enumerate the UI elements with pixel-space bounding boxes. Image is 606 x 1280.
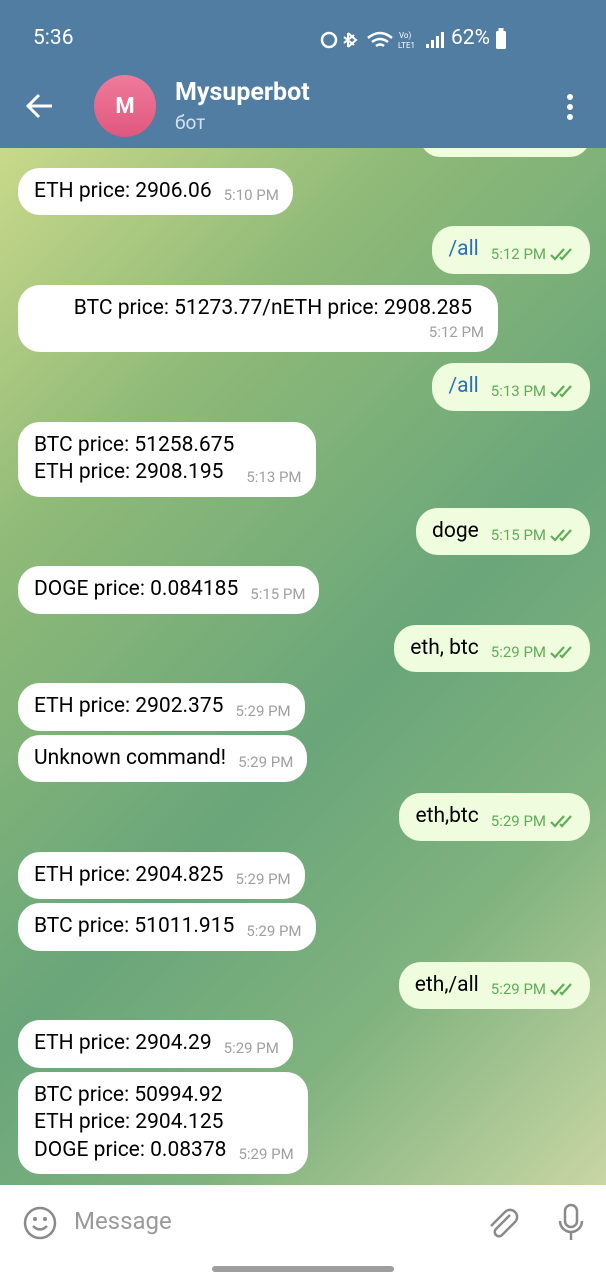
timestamp: 5:29 PM [235, 870, 291, 888]
chat-area: 5:10 PM ETH price: 2906.06 5:10 PM/all 5:12… [0, 148, 606, 1185]
volte: Vo) [399, 31, 411, 40]
message-time: 5:13 PM [491, 381, 576, 401]
message-time: 5:29 PM [491, 811, 576, 831]
chat-title[interactable]: Mysuperbot [175, 78, 310, 107]
message-time: 5:29 PM [238, 1144, 293, 1164]
timestamp: 5:29 PM [238, 753, 294, 771]
input-bar: Message [0, 1185, 606, 1280]
timestamp: 5:29 PM [246, 921, 302, 940]
message-text: ETH price: 2902.375 [34, 694, 224, 718]
header: 5:36 Vo) LTE1 62% M Mysuperbot бот [0, 0, 606, 148]
read-checks [550, 814, 572, 828]
message-bubble: eth,btc 5:29 PM [399, 793, 590, 841]
clock: 5:36 [33, 26, 74, 50]
message-text: /all [448, 237, 479, 261]
read-checks [550, 384, 572, 398]
message-bubble: DOGE price: 0.084185 5:15 PM [18, 566, 320, 614]
read-checks [550, 529, 572, 542]
menu-button[interactable] [562, 92, 578, 122]
timestamp: 5:13 PM [490, 381, 546, 400]
message-text: BTC price: 50994.92 ETH price: 2904.125 … [34, 1082, 227, 1162]
message-text: ETH price: 2904.29 [34, 1031, 212, 1055]
message-bubble: BTC price: 51258.675 ETH price: 2908.195… [18, 421, 316, 497]
message-text: DOGE price: 0.084185 [34, 577, 239, 601]
message-bubble: BTC price: 50994.92 ETH price: 2904.125 … [18, 1071, 308, 1174]
timestamp: 5:10 PM [223, 186, 279, 204]
battery-icon [496, 28, 506, 49]
timestamp: 5:29 PM [490, 980, 546, 998]
message-bubble: /all 5:13 PM [432, 363, 590, 411]
avatar[interactable]: M [94, 75, 156, 137]
message-time: 5:15 PM [491, 525, 576, 545]
message-time: 5:29 PM [491, 642, 576, 662]
message-bubble: BTC price: 51011.915 5:29 PM [18, 903, 316, 951]
message-text: ETH price: 2904.825 [34, 862, 224, 887]
emoji-button[interactable] [22, 1205, 58, 1241]
message-text: doge [432, 518, 479, 543]
message-time: 5:29 PM [491, 979, 576, 999]
network: LTE1 [398, 41, 415, 50]
message-bubble: ETH price: 2904.825 5:29 PM [18, 851, 305, 899]
message-time: 5:12 PM [429, 322, 484, 342]
timestamp: 5:12 PM [490, 244, 546, 263]
message-input[interactable]: Message [74, 1207, 172, 1235]
message-bubble: 5:10 PM [420, 148, 590, 157]
message-time: 5:10 PM [224, 185, 279, 205]
message-bubble: doge 5:15 PM [416, 507, 590, 555]
message-time: 5:29 PM [235, 701, 290, 721]
timestamp: 5:15 PM [490, 526, 546, 544]
message-text: eth, btc [410, 635, 479, 660]
timestamp: 5:15 PM [250, 584, 306, 603]
back-button[interactable] [24, 90, 56, 122]
timestamp: 5:29 PM [235, 701, 291, 720]
message-text: Unknown command! [34, 745, 227, 770]
battery-level: 62% [451, 26, 490, 50]
message-text: /all [448, 374, 479, 398]
message-time: 5:13 PM [246, 467, 301, 487]
message-bubble: /all 5:12 PM [432, 226, 590, 274]
message-time: 5:29 PM [238, 752, 293, 772]
attach-button[interactable] [482, 1203, 522, 1243]
message-text: ETH price: 2906.06 [34, 178, 212, 203]
status-icons: Vo) LTE1 [320, 31, 444, 50]
message-text: BTC price: 51011.915 [34, 914, 235, 938]
message-time: 5:15 PM [250, 584, 305, 604]
message-bubble: ETH price: 2904.29 5:29 PM [18, 1020, 293, 1068]
home-indicator [212, 1266, 394, 1272]
message-time: 5:29 PM [224, 1038, 279, 1058]
timestamp: 5:29 PM [490, 811, 546, 830]
message-bubble: eth, btc 5:29 PM [394, 624, 590, 672]
timestamp: 5:29 PM [238, 1145, 294, 1163]
message-bubble: ETH price: 2906.06 5:10 PM [18, 167, 293, 215]
chat-subtitle: бот [175, 111, 206, 134]
message-time: 5:29 PM [246, 921, 301, 941]
read-checks [550, 646, 572, 659]
timestamp: 5:13 PM [246, 467, 302, 486]
timestamp: 5:12 PM [428, 323, 484, 341]
message-bubble: Unknown command! 5:29 PM [18, 734, 308, 782]
message-text: eth,/all [414, 972, 479, 997]
message-bubble: eth,/all 5:29 PM [398, 961, 590, 1009]
message-time: 5:12 PM [491, 244, 576, 264]
message-text: BTC price: 51273.77/nETH price: 2908.285 [73, 295, 472, 320]
read-checks [550, 983, 572, 996]
message-text: eth,btc [415, 804, 479, 828]
message-bubble: BTC price: 51273.77/nETH price: 2908.285… [18, 284, 498, 352]
timestamp: 5:29 PM [223, 1038, 279, 1057]
read-checks [550, 247, 572, 261]
timestamp: 5:29 PM [490, 643, 546, 661]
mic-button[interactable] [556, 1203, 586, 1243]
message-text: BTC price: 51258.675 ETH price: 2908.195 [34, 432, 235, 485]
message-time: 5:29 PM [235, 869, 290, 889]
message-bubble: ETH price: 2902.375 5:29 PM [18, 683, 305, 731]
